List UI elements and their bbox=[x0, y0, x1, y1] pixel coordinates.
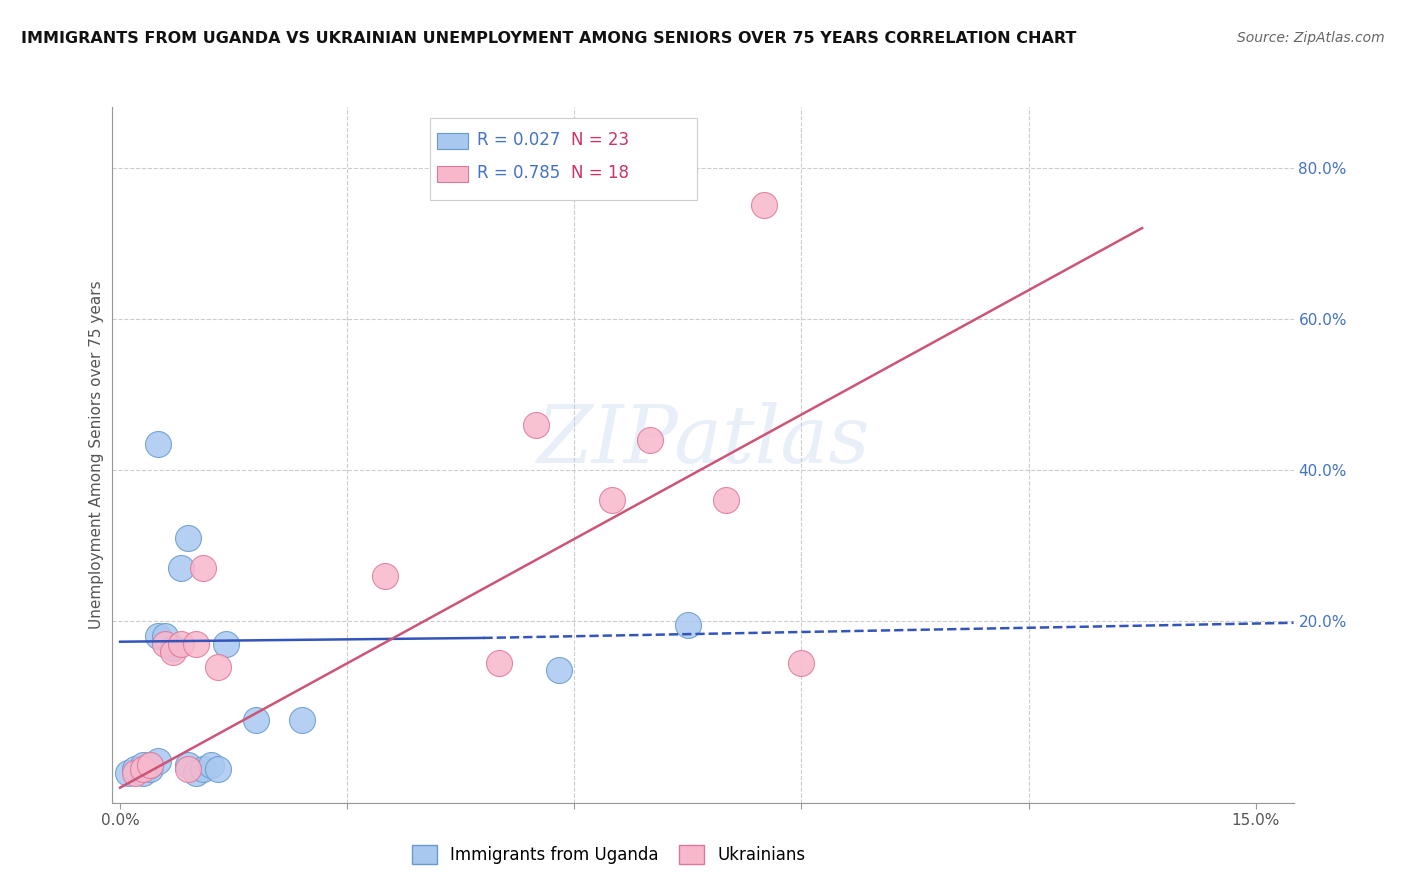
Text: Source: ZipAtlas.com: Source: ZipAtlas.com bbox=[1237, 31, 1385, 45]
Legend: Immigrants from Uganda, Ukrainians: Immigrants from Uganda, Ukrainians bbox=[402, 835, 815, 874]
Point bbox=[132, 765, 155, 780]
Point bbox=[193, 762, 215, 776]
Point bbox=[124, 762, 146, 776]
Point bbox=[291, 713, 314, 727]
Point bbox=[184, 765, 207, 780]
Point bbox=[207, 762, 229, 776]
Point bbox=[155, 637, 177, 651]
Point bbox=[169, 637, 191, 651]
Point bbox=[139, 758, 162, 772]
Text: N = 18: N = 18 bbox=[571, 164, 628, 183]
Point bbox=[184, 637, 207, 651]
Point bbox=[676, 618, 699, 632]
Point bbox=[600, 493, 623, 508]
Point bbox=[488, 656, 510, 670]
Point bbox=[139, 762, 162, 776]
Point bbox=[752, 198, 775, 212]
Point bbox=[162, 640, 184, 655]
Point bbox=[790, 656, 813, 670]
Point bbox=[193, 561, 215, 575]
Y-axis label: Unemployment Among Seniors over 75 years: Unemployment Among Seniors over 75 years bbox=[89, 281, 104, 629]
Point bbox=[132, 758, 155, 772]
Point bbox=[117, 765, 139, 780]
Point bbox=[146, 629, 169, 643]
Point bbox=[548, 664, 571, 678]
Point bbox=[207, 659, 229, 673]
Point bbox=[139, 758, 162, 772]
Point bbox=[374, 569, 396, 583]
Point bbox=[162, 644, 184, 658]
Point bbox=[146, 436, 169, 450]
Point bbox=[132, 762, 155, 776]
Text: R = 0.027: R = 0.027 bbox=[477, 131, 560, 150]
Text: IMMIGRANTS FROM UGANDA VS UKRAINIAN UNEMPLOYMENT AMONG SENIORS OVER 75 YEARS COR: IMMIGRANTS FROM UGANDA VS UKRAINIAN UNEM… bbox=[21, 31, 1077, 46]
Point bbox=[155, 629, 177, 643]
Point bbox=[124, 765, 146, 780]
Point bbox=[177, 758, 200, 772]
Point bbox=[177, 762, 200, 776]
Point bbox=[526, 417, 548, 432]
Text: ZIPatlas: ZIPatlas bbox=[536, 402, 870, 480]
Point bbox=[638, 433, 661, 447]
Point bbox=[714, 493, 737, 508]
Point bbox=[215, 637, 238, 651]
Point bbox=[177, 531, 200, 545]
Point bbox=[146, 754, 169, 768]
Text: N = 23: N = 23 bbox=[571, 131, 628, 150]
Point bbox=[200, 758, 222, 772]
Point bbox=[245, 713, 267, 727]
Text: R = 0.785: R = 0.785 bbox=[477, 164, 560, 183]
Point bbox=[169, 561, 191, 575]
